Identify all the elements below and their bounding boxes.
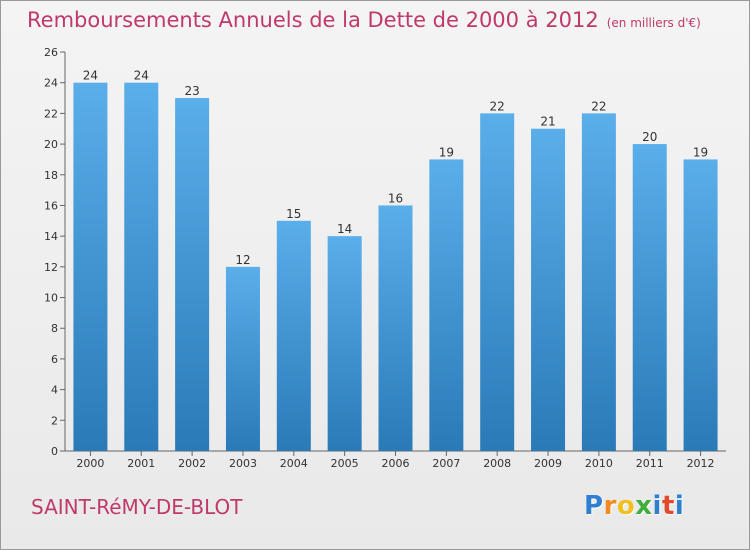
y-tick-label: 18 bbox=[44, 169, 58, 182]
chart-title-text: Remboursements Annuels de la Dette de 20… bbox=[27, 8, 599, 32]
bar bbox=[683, 159, 718, 451]
y-tick-label: 12 bbox=[44, 261, 58, 274]
y-tick-label: 26 bbox=[44, 46, 58, 59]
logo-letter: o bbox=[616, 491, 636, 521]
commune-name: SAINT-RéMY-DE-BLOT bbox=[31, 495, 243, 519]
y-tick-label: 2 bbox=[51, 414, 58, 427]
x-tick-label: 2010 bbox=[585, 457, 613, 470]
x-tick-label: 2011 bbox=[636, 457, 664, 470]
bar-value-label: 22 bbox=[490, 99, 505, 113]
y-tick-label: 22 bbox=[44, 107, 58, 120]
logo-letter: i bbox=[674, 491, 685, 521]
bar-value-label: 19 bbox=[439, 145, 454, 159]
bar-value-label: 24 bbox=[134, 69, 149, 83]
bar-value-label: 16 bbox=[388, 191, 403, 205]
bar-value-label: 14 bbox=[337, 222, 352, 236]
bar bbox=[73, 82, 108, 451]
bar bbox=[531, 128, 566, 451]
bar bbox=[276, 220, 311, 451]
bar-value-label: 20 bbox=[642, 130, 657, 144]
bar-value-label: 24 bbox=[83, 69, 98, 83]
bar-value-label: 23 bbox=[184, 84, 199, 98]
y-tick-label: 6 bbox=[51, 353, 58, 366]
x-tick-label: 2006 bbox=[382, 457, 410, 470]
y-tick-label: 0 bbox=[51, 445, 58, 458]
x-tick-label: 2008 bbox=[483, 457, 511, 470]
chart-subtitle: (en milliers d'€) bbox=[606, 16, 701, 30]
bar bbox=[327, 236, 362, 451]
bars bbox=[73, 82, 718, 452]
value-labels: 24 24 23 12 15 14 16 19 22 21 22 20 19 bbox=[83, 69, 708, 267]
logo-letter: i bbox=[652, 491, 662, 521]
bar-value-label: 12 bbox=[235, 253, 250, 267]
y-tick-label: 20 bbox=[44, 138, 58, 151]
bar bbox=[378, 205, 413, 451]
x-tick-label: 2000 bbox=[76, 457, 104, 470]
bar bbox=[429, 159, 464, 451]
bar-value-label: 21 bbox=[540, 115, 555, 129]
logo-letter: x bbox=[635, 491, 653, 521]
y-tick-label: 14 bbox=[44, 230, 58, 243]
chart-title: Remboursements Annuels de la Dette de 20… bbox=[27, 8, 701, 32]
logo-letter: t bbox=[661, 491, 675, 521]
x-tick-label: 2009 bbox=[534, 457, 562, 470]
bar bbox=[632, 144, 667, 452]
logo-letter: r bbox=[603, 491, 617, 521]
x-tick-label: 2012 bbox=[687, 457, 715, 470]
bar-value-label: 19 bbox=[693, 145, 708, 159]
bar bbox=[480, 113, 515, 451]
bar bbox=[124, 82, 159, 451]
x-tick-label: 2002 bbox=[178, 457, 206, 470]
x-tick-label: 2005 bbox=[331, 457, 359, 470]
y-tick-label: 10 bbox=[44, 292, 58, 305]
bar bbox=[225, 266, 260, 451]
bar-value-label: 15 bbox=[286, 207, 301, 221]
y-tick-label: 4 bbox=[51, 384, 58, 397]
x-tick-label: 2001 bbox=[127, 457, 155, 470]
x-tick-label: 2003 bbox=[229, 457, 257, 470]
x-tick-label: 2004 bbox=[280, 457, 308, 470]
bar-value-label: 22 bbox=[591, 99, 606, 113]
proxiti-logo[interactable]: Proxiti bbox=[584, 491, 684, 521]
x-tick-label: 2007 bbox=[432, 457, 460, 470]
logo-letter: P bbox=[584, 491, 604, 521]
bar bbox=[581, 113, 616, 451]
y-tick-label: 24 bbox=[44, 77, 58, 90]
y-tick-label: 8 bbox=[51, 322, 58, 335]
y-tick-label: 16 bbox=[44, 199, 58, 212]
bar bbox=[175, 98, 210, 452]
